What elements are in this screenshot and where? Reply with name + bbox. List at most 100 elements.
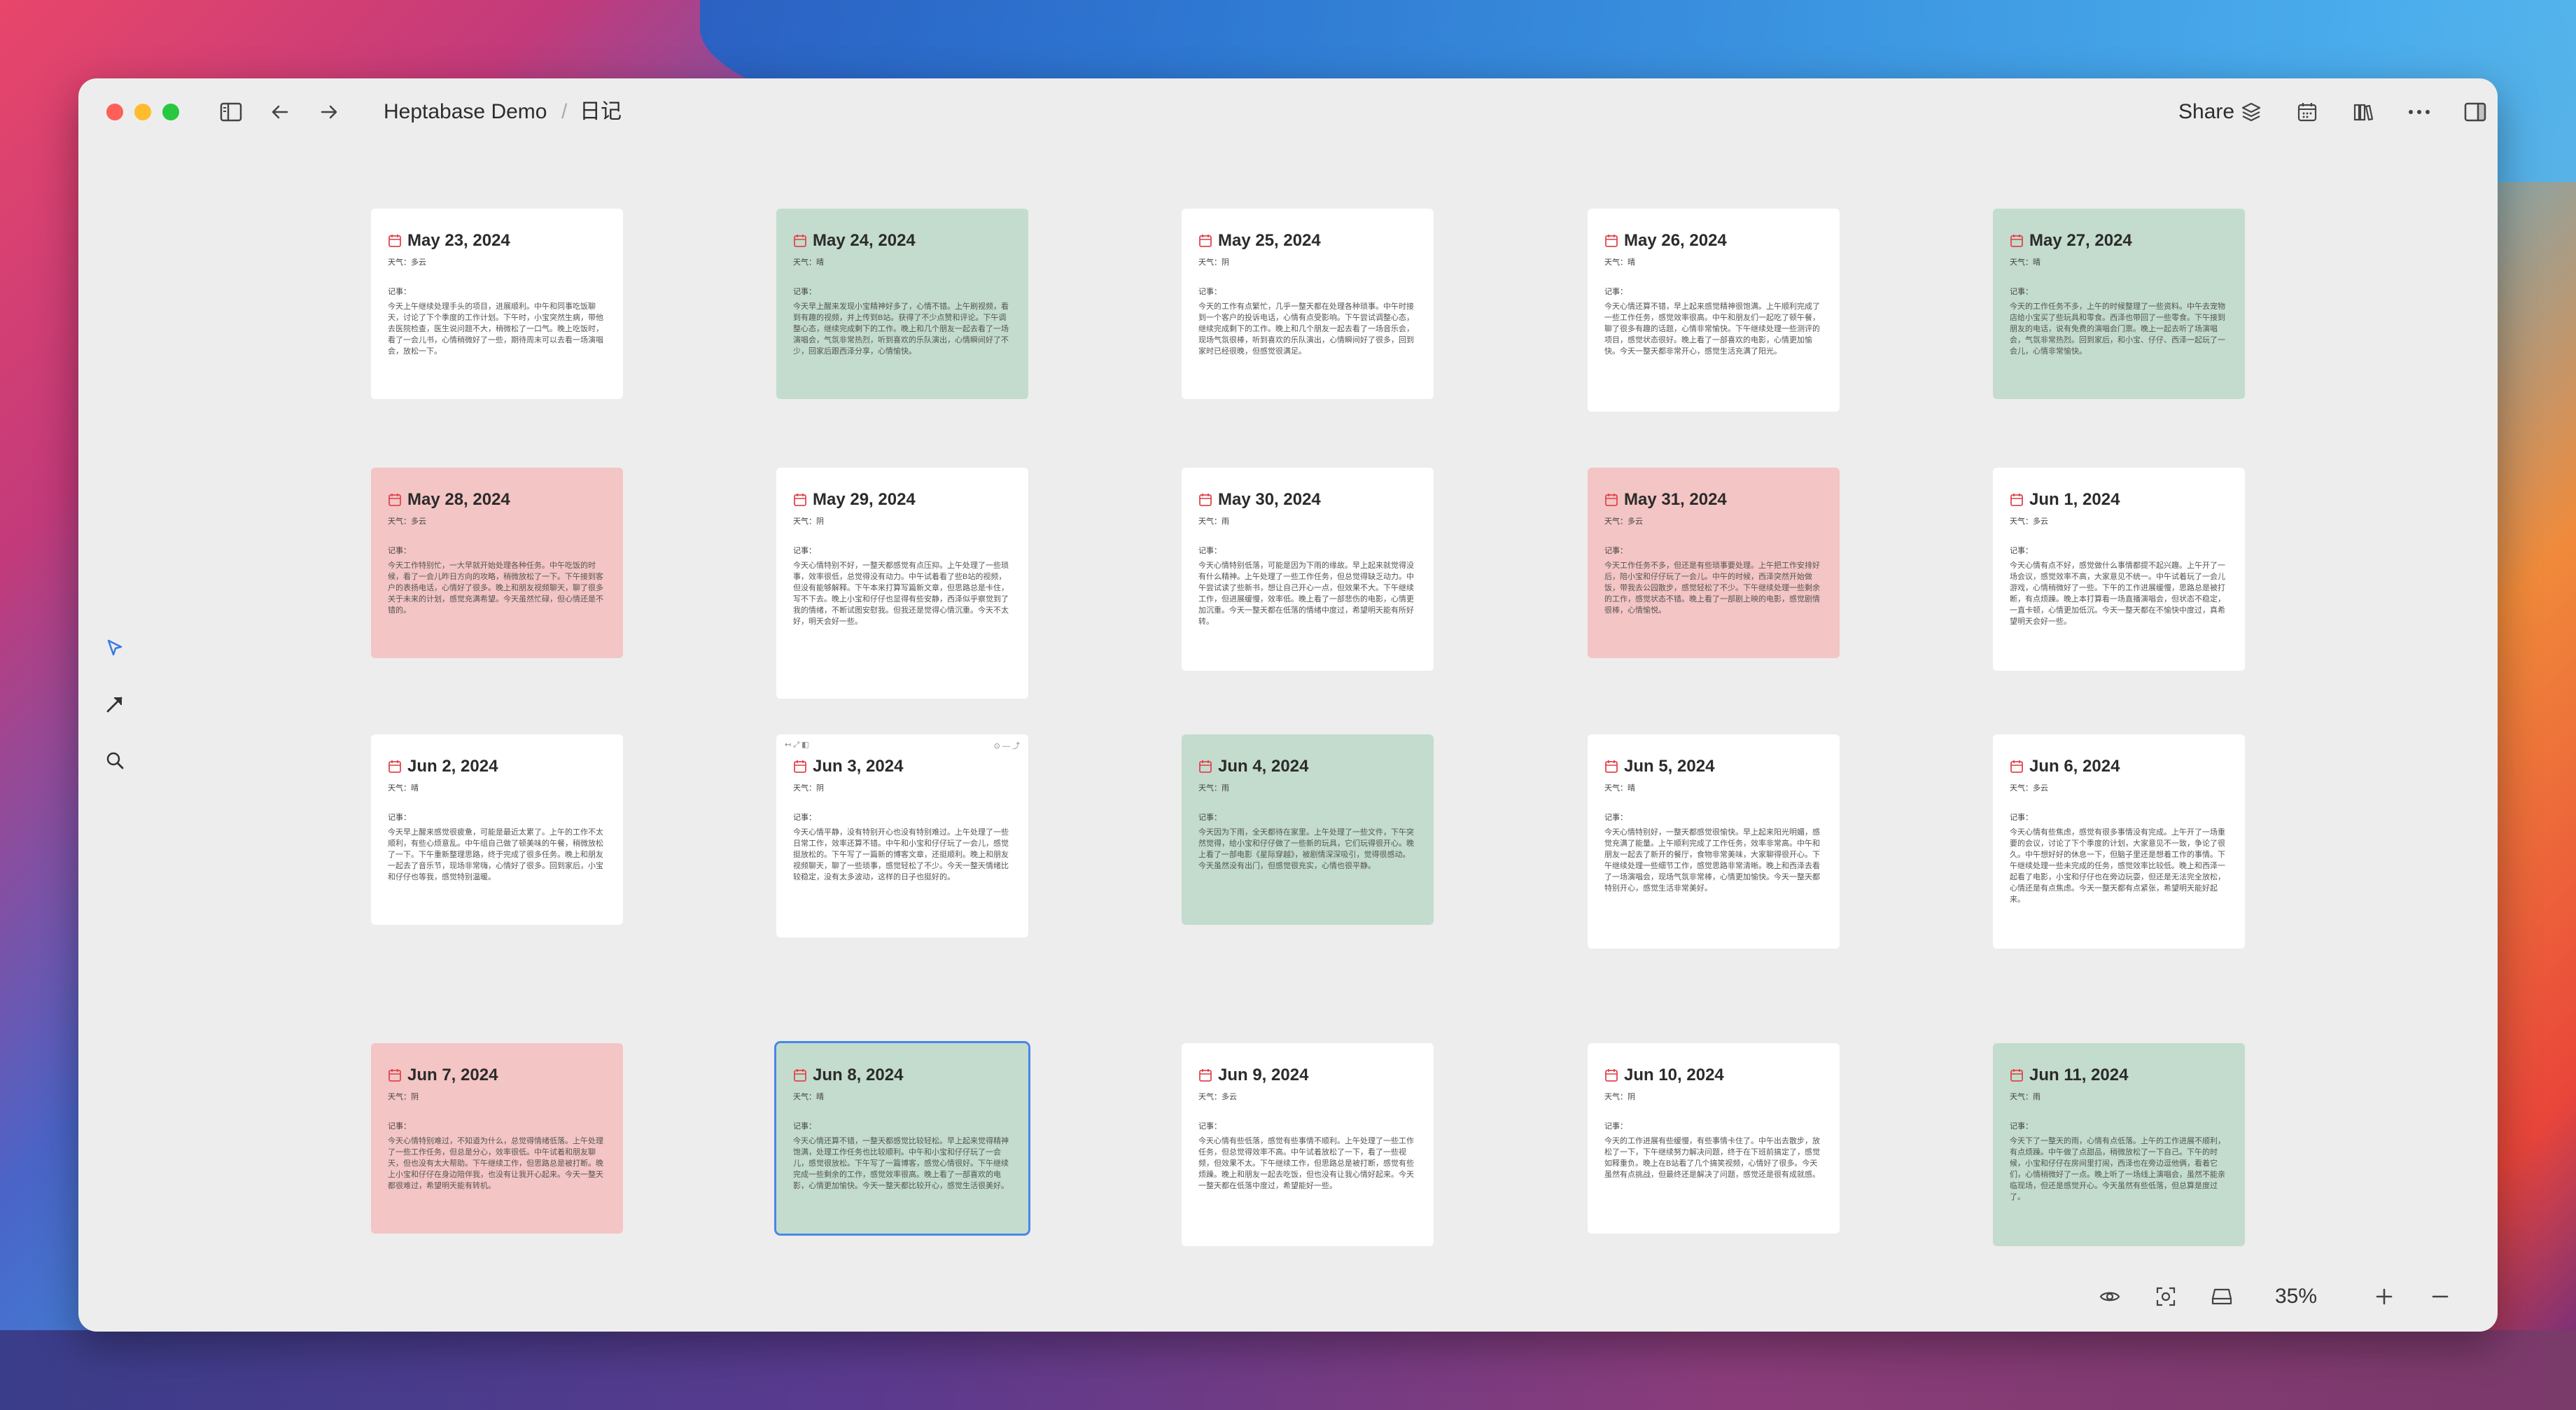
card-title: May 28, 2024 <box>388 490 606 510</box>
card-note-label: 记事： <box>1604 814 1628 822</box>
card-title: Jun 9, 2024 <box>1198 1066 1417 1085</box>
journal-card[interactable]: Jun 6, 2024 天气：多云 记事： 今天心情有些焦虑，感觉有很多事情没有完成。… <box>1993 734 2245 949</box>
layers-icon[interactable] <box>2239 99 2264 125</box>
journal-card[interactable]: Jun 4, 2024 天气：雨 记事： 今天因为下雨，全天都待在家里。上午处理了一些… <box>1182 734 1434 925</box>
card-weather: 天气：阴 <box>793 517 824 526</box>
breadcrumb-page[interactable]: 日记 <box>580 100 622 123</box>
journal-card[interactable]: Jun 8, 2024 天气：晴 记事： 今天心情还算不错，一整天都感觉比较轻松。早上… <box>774 1041 1030 1236</box>
journal-card[interactable]: May 23, 2024 天气：多云 记事： 今天上午继续处理手头的项目，进展顺利。中… <box>371 209 623 399</box>
journal-card[interactable]: Jun 2, 2024 天气：晴 记事： 今天早上醒来感觉很疲惫，可能是最近太累了。上… <box>371 734 623 925</box>
card-title: Jun 1, 2024 <box>2010 490 2228 510</box>
more-options-icon[interactable] <box>2407 99 2432 125</box>
close-window-button[interactable] <box>106 104 123 120</box>
breadcrumb-workspace[interactable]: Heptabase Demo <box>384 100 547 123</box>
card-weather: 天气：多云 <box>388 258 426 267</box>
card-note-text: 今天下了一整天的雨，心情有点低落。上午的工作进展不顺利，有点烦躁。中午做了点甜品… <box>2010 1137 2225 1201</box>
card-weather: 天气：晴 <box>1604 258 1635 267</box>
calendar-icon <box>1199 494 1212 506</box>
search-icon[interactable] <box>101 746 129 774</box>
card-note-text: 今天工作任务不多，但还是有些琐事要处理。上午把工作安排好后，陪小宝和仔仔玩了一会… <box>1604 561 1820 615</box>
journal-card[interactable]: Jun 7, 2024 天气：阴 记事： 今天心情特别难过，不知道为什么，总觉得情绪低… <box>371 1043 623 1234</box>
card-title: May 31, 2024 <box>1604 490 1823 510</box>
card-note-label: 记事： <box>793 814 816 822</box>
card-note-text: 今天心情还算不错，一整天都感觉比较轻松。早上起来觉得精神饱满，处理工作任务也比较… <box>793 1137 1009 1190</box>
journal-card[interactable]: Jun 9, 2024 天气：多云 记事： 今天心情有些低落，感觉有些事情不顺利。上午… <box>1182 1043 1434 1246</box>
card-note-label: 记事： <box>388 288 411 296</box>
journal-card[interactable]: ↤ ⤢ ◧ ⊙ — ⤴ Jun 3, 2024 天气：阴 记事： 今天心情平静，没有特别开… <box>776 734 1028 937</box>
focus-frame-icon[interactable] <box>2153 1284 2178 1309</box>
journal-card[interactable]: Jun 1, 2024 天气：多云 记事： 今天心情有点不好，感觉做什么事情都提不起兴… <box>1993 468 2245 671</box>
card-weather: 天气：晴 <box>1604 784 1635 793</box>
share-button[interactable]: Share <box>2178 100 2235 123</box>
card-title: Jun 3, 2024 <box>793 757 1011 776</box>
card-date: Jun 9, 2024 <box>1218 1066 1309 1084</box>
calendar-icon[interactable] <box>2295 99 2320 125</box>
library-icon[interactable] <box>2351 99 2376 125</box>
journal-card[interactable]: May 25, 2024 天气：阴 记事： 今天的工作有点繁忙，几乎一整天都在处理各种… <box>1182 209 1434 399</box>
tray-icon[interactable] <box>2209 1284 2234 1309</box>
zoom-in-icon[interactable] <box>2372 1284 2397 1309</box>
journal-card[interactable]: May 24, 2024 天气：晴 记事： 今天早上醒来发现小宝精神好多了，心情不错。… <box>776 209 1028 399</box>
card-weather: 天气：多云 <box>2010 517 2048 526</box>
card-note-label: 记事： <box>2010 288 2033 296</box>
calendar-icon <box>794 1069 806 1082</box>
calendar-icon <box>1199 235 1212 247</box>
card-date: Jun 2, 2024 <box>407 757 498 776</box>
journal-card[interactable]: Jun 10, 2024 天气：阴 记事： 今天的工作进展有些缓慢，有些事情卡住了。中… <box>1588 1043 1840 1234</box>
card-mini-toolbar[interactable]: ↤ ⤢ ◧ ⊙ — ⤴ <box>785 740 1020 751</box>
card-note-label: 记事： <box>1198 547 1222 555</box>
card-note-label: 记事： <box>1198 288 1222 296</box>
minimize-window-button[interactable] <box>134 104 151 120</box>
zoom-out-icon[interactable] <box>2428 1284 2453 1309</box>
card-toolbar-left-icons[interactable]: ↤ ⤢ ◧ <box>785 741 809 749</box>
card-note-label: 记事： <box>1198 814 1222 822</box>
card-note-text: 今天早上醒来发现小宝精神好多了，心情不错。上午刷视频，看到有趣的视频，并上传到B… <box>793 302 1009 356</box>
journal-card[interactable]: Jun 5, 2024 天气：晴记事： 今天心情特别好，一整天都感觉很愉快。早上起来… <box>1588 734 1840 949</box>
select-pointer-icon[interactable] <box>101 634 129 662</box>
calendar-icon <box>388 1069 401 1082</box>
card-note-text: 今天因为下雨，全天都待在家里。上午处理了一些文件，下午突然觉得，给小宝和仔仔做了… <box>1198 828 1414 870</box>
card-date: May 25, 2024 <box>1218 231 1321 250</box>
calendar-icon <box>1605 1069 1618 1082</box>
canvas-bottom-bar: 35% <box>2078 1276 2498 1318</box>
calendar-icon <box>794 760 806 773</box>
back-arrow-icon[interactable] <box>267 99 293 125</box>
journal-card[interactable]: May 31, 2024 天气：多云记事： 今天工作任务不多，但还是有些琐事要处理。… <box>1588 468 1840 658</box>
calendar-icon <box>388 235 401 247</box>
zoom-level[interactable]: 35% <box>2275 1285 2318 1308</box>
card-note-text: 今天的工作任务不多，上午的时候整理了一些资料。中午去宠物店给小宝买了些玩具和零食… <box>2010 302 2225 356</box>
card-weather: 天气：多云 <box>1604 517 1643 526</box>
card-title: Jun 8, 2024 <box>793 1066 1011 1085</box>
app-window: Heptabase Demo / 日记 Share May 23, 2024 天气… <box>78 78 2498 1332</box>
card-title: Jun 5, 2024 <box>1604 757 1823 776</box>
card-title: May 24, 2024 <box>793 231 1011 251</box>
card-note-label: 记事： <box>1604 1122 1628 1131</box>
card-note-text: 今天的工作有点繁忙，几乎一整天都在处理各种琐事。中午时接到一个客户的投诉电话，心… <box>1198 302 1414 356</box>
journal-card[interactable]: May 30, 2024 天气：雨 记事： 今天心情特别低落，可能是因为下雨的缘故。早… <box>1182 468 1434 671</box>
journal-card[interactable]: May 29, 2024 天气：阴 记事： 今天心情特别不好，一整天都感觉有点压抑。上… <box>776 468 1028 699</box>
card-note-text: 今天心情有些焦虑，感觉有很多事情没有完成。上午开了一场重要的会议，讨论了下个季度… <box>2010 828 2225 904</box>
card-date: May 24, 2024 <box>813 231 916 250</box>
card-weather: 天气：雨 <box>1198 517 1229 526</box>
card-weather: 天气：雨 <box>2010 1093 2040 1101</box>
sidebar-toggle-icon[interactable] <box>218 99 244 125</box>
card-toolbar-right-icons[interactable]: ⊙ — ⤴ <box>993 742 1020 751</box>
right-panel-toggle-icon[interactable] <box>2463 99 2488 125</box>
card-note-text: 今天心情有些低落，感觉有些事情不顺利。上午处理了一些工作任务，但总觉得效率不高。… <box>1198 1137 1414 1190</box>
journal-card[interactable]: May 27, 2024 天气：晴 记事： 今天的工作任务不多，上午的时候整理了一些资… <box>1993 209 2245 399</box>
eye-icon[interactable] <box>2097 1284 2122 1309</box>
card-note-text: 今天早上醒来感觉很疲惫，可能是最近太累了。上午的工作不太顺利，有些心烦意乱。中午… <box>388 828 603 881</box>
title-bar: Heptabase Demo / 日记 Share <box>78 78 2498 146</box>
journal-card[interactable]: Jun 11, 2024 天气：雨 记事： 今天下了一整天的雨，心情有点低落。上午的工… <box>1993 1043 2245 1246</box>
journal-card[interactable]: May 28, 2024 天气：多云 记事： 今天工作特别忙，一大早就开始处理各种任务… <box>371 468 623 658</box>
card-date: Jun 8, 2024 <box>813 1066 904 1084</box>
card-title: Jun 11, 2024 <box>2010 1066 2228 1085</box>
card-note-label: 记事： <box>1604 547 1628 555</box>
arrow-tool-icon[interactable] <box>101 690 129 718</box>
card-date: May 30, 2024 <box>1218 490 1321 509</box>
calendar-icon <box>2010 760 2023 773</box>
forward-arrow-icon[interactable] <box>316 99 342 125</box>
maximize-window-button[interactable] <box>162 104 179 120</box>
journal-card[interactable]: May 26, 2024 天气：晴 记事： 今天心情还算不错，早上起来感觉精神很饱满。… <box>1588 209 1840 412</box>
card-note-text: 今天心情特别好，一整天都感觉很愉快。早上起来阳光明媚，感觉充满了能量。上午顺利完… <box>1604 828 1820 893</box>
